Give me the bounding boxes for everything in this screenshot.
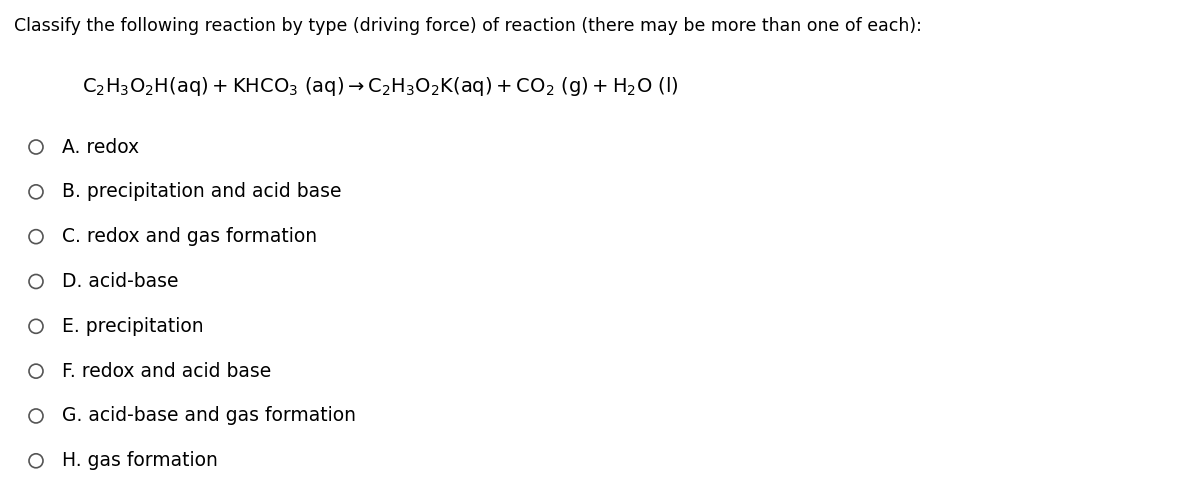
Text: Classify the following reaction by type (driving force) of reaction (there may b: Classify the following reaction by type … — [14, 17, 923, 35]
Text: $\mathregular{C_2H_3O_2H(aq) + KHCO_3\ (aq) \rightarrow C_2H_3O_2K(aq) + CO_2\ (: $\mathregular{C_2H_3O_2H(aq) + KHCO_3\ (… — [82, 75, 678, 98]
Text: E. precipitation: E. precipitation — [62, 317, 204, 336]
Text: B. precipitation and acid base: B. precipitation and acid base — [62, 182, 342, 201]
Text: D. acid-base: D. acid-base — [62, 272, 179, 291]
Text: A. redox: A. redox — [62, 137, 139, 157]
Text: F. redox and acid base: F. redox and acid base — [62, 362, 271, 381]
Text: C. redox and gas formation: C. redox and gas formation — [62, 227, 318, 246]
Text: G. acid-base and gas formation: G. acid-base and gas formation — [62, 406, 356, 426]
Text: H. gas formation: H. gas formation — [62, 451, 218, 470]
